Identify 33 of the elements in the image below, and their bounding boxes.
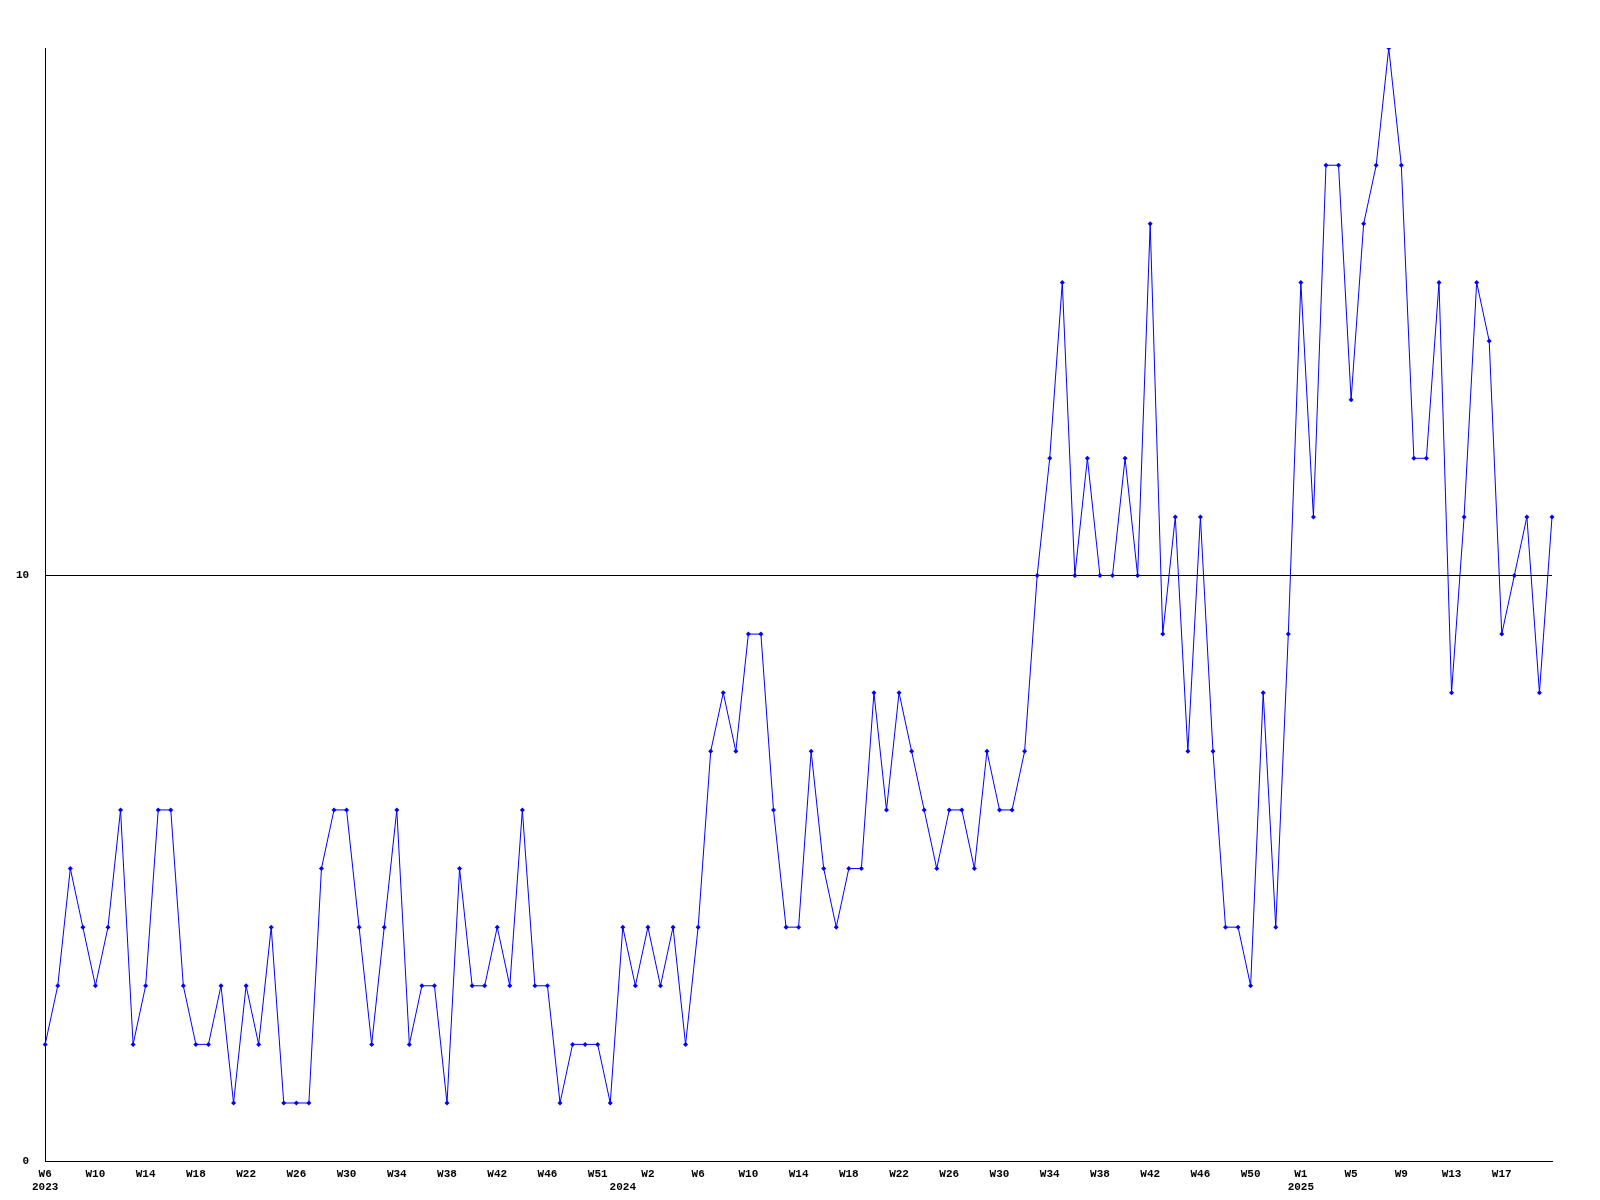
y-tick-label: 0 xyxy=(22,1155,30,1168)
x-tick-label: W18 xyxy=(838,1167,860,1180)
x-tick-label: W13 xyxy=(1441,1167,1462,1180)
x-tick-label: W22 xyxy=(236,1167,257,1180)
x-tick-label: W17 xyxy=(1491,1167,1512,1180)
x-tick-label: W5 xyxy=(1344,1167,1359,1180)
x-tick-label: W6 xyxy=(691,1167,705,1180)
x-tick-label: W38 xyxy=(1090,1167,1111,1180)
x-tick-label: W10 xyxy=(738,1167,759,1180)
x-tick-label: W14 xyxy=(788,1167,809,1180)
x-tick-label: 2024 xyxy=(609,1181,637,1194)
x-tick-label: W51 xyxy=(587,1167,608,1180)
y-tick-label: 10 xyxy=(16,569,30,582)
x-tick-label: W42 xyxy=(487,1167,508,1180)
x-tick-label: W42 xyxy=(1140,1167,1161,1180)
x-tick-label: W26 xyxy=(286,1167,307,1180)
x-tick-label: W6 2023 xyxy=(32,1167,59,1194)
x-tick-label: W2 xyxy=(641,1167,655,1180)
x-tick-label: W22 xyxy=(889,1167,909,1180)
x-tick-label: W10 xyxy=(85,1167,106,1180)
x-tick-label: W14 xyxy=(135,1167,156,1180)
x-tick-label: W46 xyxy=(1190,1167,1211,1180)
x-tick-label: W34 xyxy=(1039,1167,1061,1180)
x-tick-label: W9 xyxy=(1394,1167,1408,1180)
x-tick-label: W38 xyxy=(437,1167,458,1180)
x-tick-label: W50 xyxy=(1240,1167,1261,1180)
x-tick-label: W18 xyxy=(185,1167,207,1180)
x-tick-label: W34 xyxy=(386,1167,408,1180)
x-tick-label: W26 xyxy=(939,1167,960,1180)
x-tick-label: W1 2025 xyxy=(1287,1167,1315,1194)
x-tick-label: W30 xyxy=(336,1167,357,1180)
x-tick-label: W46 xyxy=(537,1167,558,1180)
x-tick-label: W30 xyxy=(989,1167,1010,1180)
